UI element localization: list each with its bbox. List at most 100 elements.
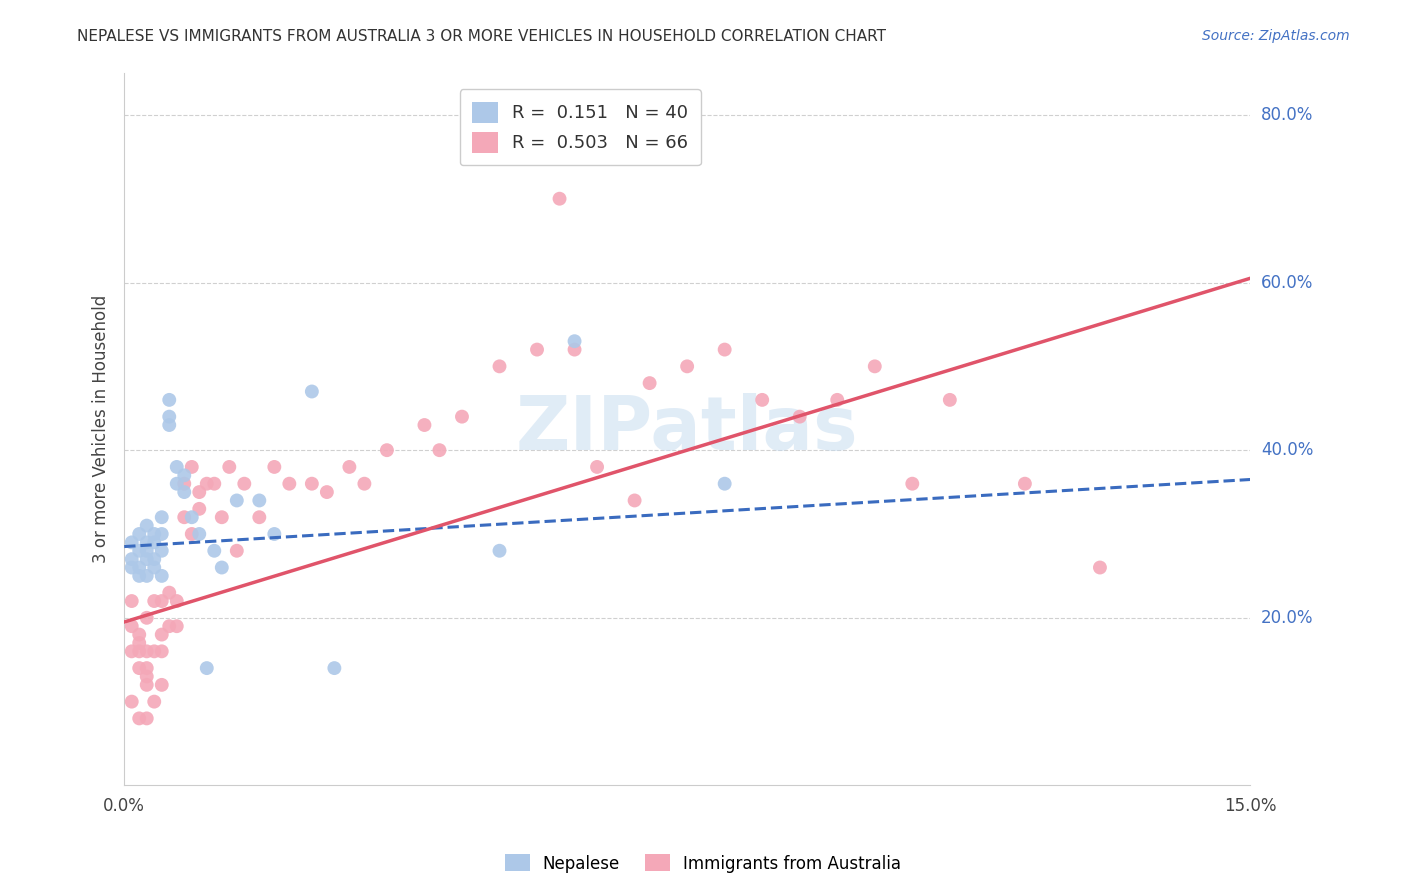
Point <box>233 476 256 491</box>
Point <box>188 501 211 516</box>
Text: 60.0%: 60.0% <box>1261 274 1313 292</box>
Point <box>278 476 301 491</box>
Point <box>173 510 195 524</box>
Point <box>150 569 173 583</box>
Point <box>135 569 157 583</box>
Point <box>135 552 157 566</box>
Point <box>135 535 157 549</box>
Point <box>150 644 173 658</box>
Point <box>413 417 436 432</box>
Point <box>1088 560 1111 574</box>
Point <box>211 560 233 574</box>
Point <box>143 594 166 608</box>
Point <box>128 644 150 658</box>
Text: NEPALESE VS IMMIGRANTS FROM AUSTRALIA 3 OR MORE VEHICLES IN HOUSEHOLD CORRELATIO: NEPALESE VS IMMIGRANTS FROM AUSTRALIA 3 … <box>77 29 886 44</box>
Point <box>166 459 188 474</box>
Point <box>173 468 195 483</box>
Point <box>135 518 157 533</box>
Point <box>143 535 166 549</box>
Point <box>202 543 225 558</box>
Point <box>488 359 510 374</box>
Point <box>225 493 247 508</box>
Point <box>180 510 202 524</box>
Point <box>188 527 211 541</box>
Point <box>301 476 323 491</box>
Point <box>157 417 180 432</box>
Point <box>157 392 180 407</box>
Point <box>564 334 586 349</box>
Point <box>429 443 451 458</box>
Point <box>143 560 166 574</box>
Point <box>195 476 218 491</box>
Point <box>188 485 211 500</box>
Point <box>121 594 143 608</box>
Point <box>323 661 346 675</box>
Point <box>143 644 166 658</box>
Point <box>121 535 143 549</box>
Point <box>150 543 173 558</box>
Point <box>526 343 548 357</box>
Point <box>638 376 661 390</box>
Point <box>166 594 188 608</box>
Point <box>375 443 398 458</box>
Point <box>263 527 285 541</box>
Point <box>135 678 157 692</box>
Point <box>451 409 474 424</box>
Point <box>218 459 240 474</box>
Point <box>135 543 157 558</box>
Point <box>247 510 270 524</box>
Point <box>173 476 195 491</box>
Point <box>157 585 180 599</box>
Point <box>1014 476 1036 491</box>
Point <box>121 619 143 633</box>
Point <box>751 392 773 407</box>
Point <box>488 543 510 558</box>
Point <box>143 552 166 566</box>
Point <box>150 527 173 541</box>
Point <box>128 527 150 541</box>
Point <box>150 627 173 641</box>
Point <box>150 678 173 692</box>
Legend: R =  0.151   N = 40, R =  0.503   N = 66: R = 0.151 N = 40, R = 0.503 N = 66 <box>460 89 700 165</box>
Point <box>225 543 247 558</box>
Point <box>173 485 195 500</box>
Point <box>150 594 173 608</box>
Point <box>135 669 157 683</box>
Point <box>128 711 150 725</box>
Point <box>211 510 233 524</box>
Point <box>863 359 886 374</box>
Point <box>121 552 143 566</box>
Text: Source: ZipAtlas.com: Source: ZipAtlas.com <box>1202 29 1350 43</box>
Point <box>143 527 166 541</box>
Point <box>180 459 202 474</box>
Point <box>337 459 360 474</box>
Legend: Nepalese, Immigrants from Australia: Nepalese, Immigrants from Australia <box>498 847 908 880</box>
Point <box>301 384 323 399</box>
Point <box>263 459 285 474</box>
Text: ZIPatlas: ZIPatlas <box>516 392 859 466</box>
Point <box>121 560 143 574</box>
Point <box>135 711 157 725</box>
Point <box>166 619 188 633</box>
Point <box>548 192 571 206</box>
Text: 20.0%: 20.0% <box>1261 609 1313 627</box>
Point <box>901 476 924 491</box>
Point <box>247 493 270 508</box>
Point <box>564 343 586 357</box>
Point <box>676 359 699 374</box>
Point <box>128 636 150 650</box>
Point <box>157 409 180 424</box>
Text: 80.0%: 80.0% <box>1261 106 1313 124</box>
Point <box>353 476 375 491</box>
Point <box>623 493 645 508</box>
Point <box>180 527 202 541</box>
Point <box>157 619 180 633</box>
Point <box>128 543 150 558</box>
Point <box>121 695 143 709</box>
Point <box>143 695 166 709</box>
Y-axis label: 3 or more Vehicles in Household: 3 or more Vehicles in Household <box>93 295 110 564</box>
Point <box>128 560 150 574</box>
Point <box>202 476 225 491</box>
Point <box>166 476 188 491</box>
Point <box>121 644 143 658</box>
